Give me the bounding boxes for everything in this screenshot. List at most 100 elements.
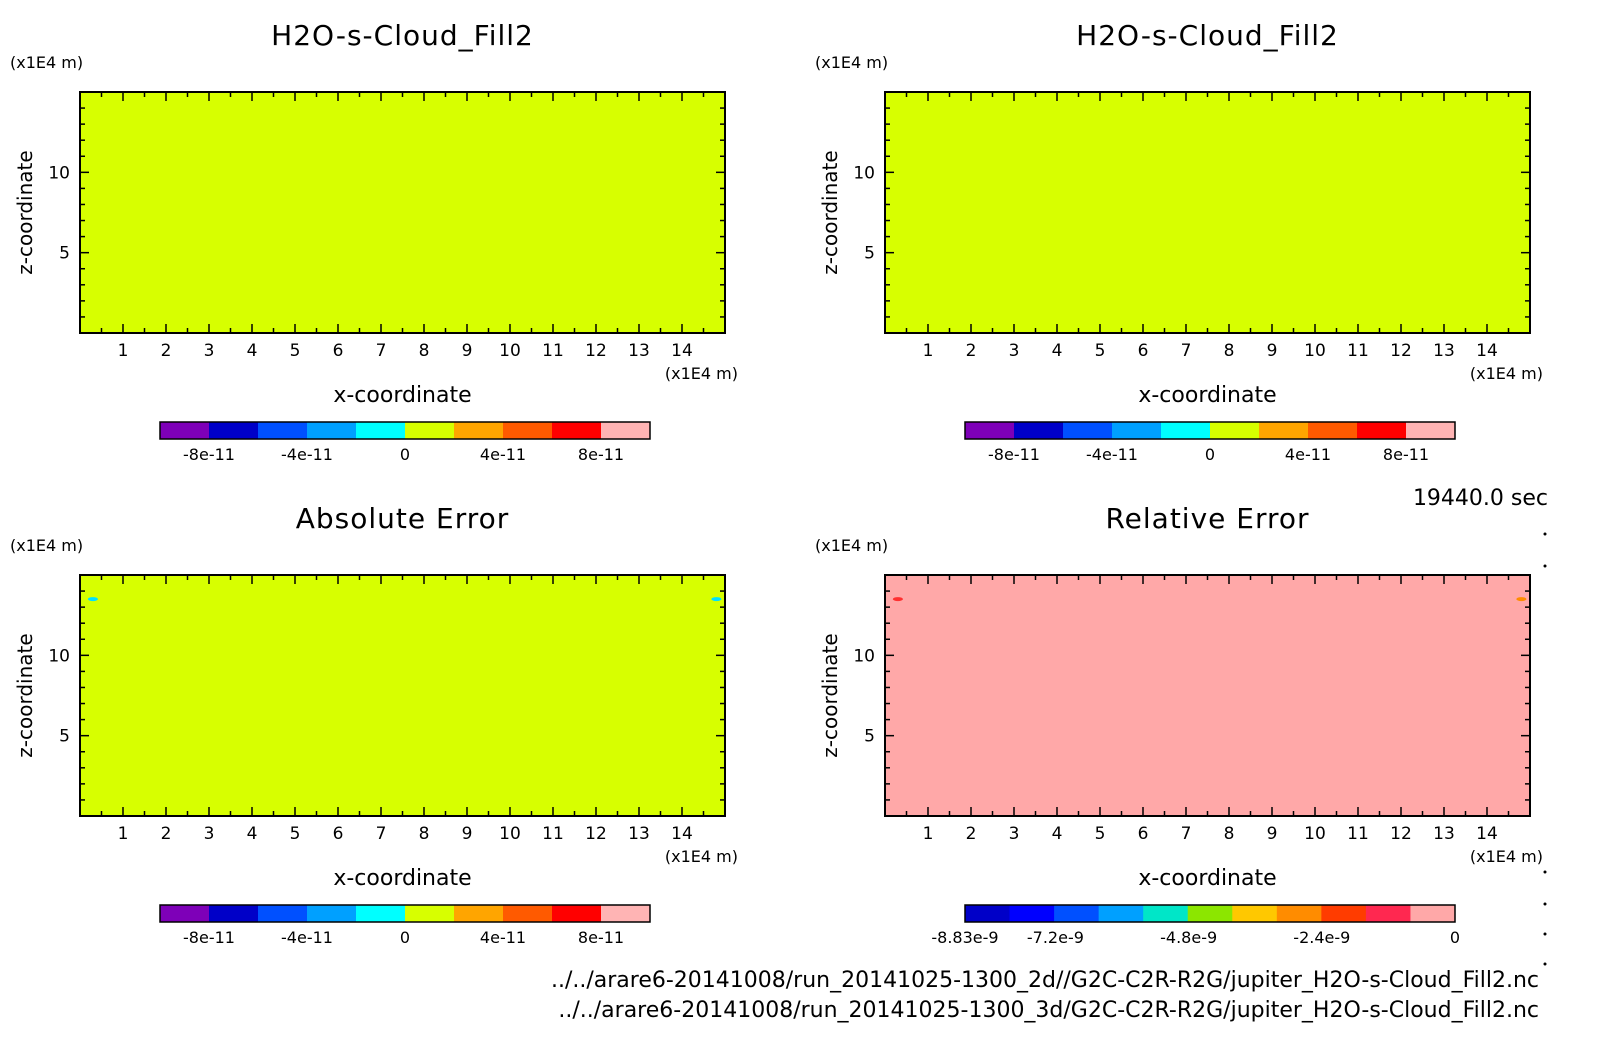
z-unit-label: (x1E4 m) xyxy=(815,53,888,72)
z-unit-label: (x1E4 m) xyxy=(10,536,83,555)
colorbar-segment xyxy=(1210,422,1260,439)
source-file-2d: ../../arare6-20141008/run_20141025-1300_… xyxy=(550,968,1539,993)
x-tick-label: 5 xyxy=(1095,824,1106,844)
x-tick-label: 6 xyxy=(1138,824,1149,844)
colorbar-tick-label: -8.83e-9 xyxy=(931,928,998,947)
colorbar-tick-label: -7.2e-9 xyxy=(1027,928,1084,947)
margin-dot xyxy=(1543,532,1547,536)
colorbar-segment xyxy=(1112,422,1162,439)
z-tick-label: 10 xyxy=(853,163,875,183)
field-spot xyxy=(892,597,903,602)
x-tick-label: 13 xyxy=(1433,824,1455,844)
x-tick-label: 1 xyxy=(118,341,129,361)
x-tick-label: 13 xyxy=(1433,341,1455,361)
colorbar-segment xyxy=(209,905,259,922)
x-tick-label: 3 xyxy=(1009,341,1020,361)
colorbar-segment xyxy=(1187,905,1233,922)
panel-title-2: H2O-s-Cloud_Fill2 xyxy=(1076,19,1339,52)
colorbar-segment xyxy=(601,905,651,922)
x-tick-label: 10 xyxy=(1304,824,1326,844)
z-unit-label: (x1E4 m) xyxy=(10,53,83,72)
colorbar-tick-label: 8e-11 xyxy=(1383,445,1429,464)
colorbar-segment xyxy=(454,422,504,439)
field-spot xyxy=(87,597,98,602)
colorbar-tick-label: 4e-11 xyxy=(480,928,526,947)
colorbar-tick-label: 8e-11 xyxy=(578,445,624,464)
field-spot xyxy=(1516,597,1527,602)
x-tick-label: 12 xyxy=(1390,824,1412,844)
z-axis-label: z-coordinate xyxy=(818,150,842,274)
colorbar-segment xyxy=(307,905,357,922)
x-tick-label: 5 xyxy=(1095,341,1106,361)
x-tick-label: 12 xyxy=(585,341,607,361)
margin-dot xyxy=(1543,932,1547,936)
x-tick-label: 14 xyxy=(1476,824,1498,844)
field-fill xyxy=(885,575,1530,816)
x-tick-label: 4 xyxy=(247,824,258,844)
panel-title-4: Relative Error xyxy=(1105,502,1309,535)
panel-title-1: H2O-s-Cloud_Fill2 xyxy=(271,19,534,52)
colorbar-segment xyxy=(552,905,602,922)
colorbar-segment xyxy=(1321,905,1367,922)
colorbar-tick-label: -8e-11 xyxy=(183,445,235,464)
colorbar-segment xyxy=(1143,905,1189,922)
x-unit-label: (x1E4 m) xyxy=(665,847,738,866)
colorbar-segment xyxy=(405,422,455,439)
colorbar-segment xyxy=(601,422,651,439)
colorbar-tick-label: -8e-11 xyxy=(988,445,1040,464)
colorbar-segment xyxy=(1308,422,1358,439)
colorbar-frame xyxy=(159,904,651,923)
x-tick-label: 4 xyxy=(1052,824,1063,844)
margin-dot xyxy=(1543,962,1547,966)
colorbar-segment xyxy=(1406,422,1456,439)
x-tick-label: 12 xyxy=(1390,341,1412,361)
colorbar-segment xyxy=(307,422,357,439)
colorbar-tick-label: 4e-11 xyxy=(1285,445,1331,464)
colorbar-segment xyxy=(1014,422,1064,439)
z-tick-label: 5 xyxy=(864,244,875,264)
x-tick-label: 9 xyxy=(462,341,473,361)
colorbar-segment xyxy=(1232,905,1278,922)
field-fill xyxy=(885,92,1530,333)
colorbar-tick-label: -4.8e-9 xyxy=(1160,928,1217,947)
x-tick-label: 6 xyxy=(333,341,344,361)
x-tick-label: 3 xyxy=(204,824,215,844)
x-tick-label: 13 xyxy=(628,824,650,844)
x-axis-label: x-coordinate xyxy=(1138,866,1276,891)
colorbar-frame xyxy=(964,904,1456,923)
x-axis-label: x-coordinate xyxy=(1138,383,1276,408)
z-axis-label: z-coordinate xyxy=(13,633,37,757)
x-tick-label: 4 xyxy=(247,341,258,361)
margin-dot xyxy=(1543,564,1547,568)
colorbar-segment xyxy=(258,905,308,922)
colorbar-tick-label: 4e-11 xyxy=(480,445,526,464)
z-axis-label: z-coordinate xyxy=(13,150,37,274)
z-tick-label: 10 xyxy=(48,646,70,666)
x-tick-label: 9 xyxy=(462,824,473,844)
colorbar-segment xyxy=(405,905,455,922)
colorbar-segment xyxy=(209,422,259,439)
x-tick-label: 14 xyxy=(1476,341,1498,361)
margin-dot xyxy=(1543,870,1547,874)
panel-title-3: Absolute Error xyxy=(296,502,510,535)
z-unit-label: (x1E4 m) xyxy=(815,536,888,555)
colorbar-frame xyxy=(964,421,1456,440)
x-tick-label: 6 xyxy=(1138,341,1149,361)
colorbar-segment xyxy=(965,905,1011,922)
colorbar-tick-label: -4e-11 xyxy=(281,445,333,464)
x-tick-label: 11 xyxy=(1347,341,1369,361)
colorbar-tick-label: 0 xyxy=(400,445,410,464)
x-tick-label: 1 xyxy=(923,824,934,844)
colorbar-tick-label: 8e-11 xyxy=(578,928,624,947)
z-tick-label: 5 xyxy=(59,244,70,264)
colorbar-segment xyxy=(1276,905,1322,922)
x-tick-label: 9 xyxy=(1267,341,1278,361)
x-tick-label: 11 xyxy=(542,341,564,361)
colorbar-segment xyxy=(1365,905,1411,922)
colorbar-segment xyxy=(356,422,406,439)
colorbar-segment xyxy=(454,905,504,922)
margin-dot xyxy=(1543,902,1547,906)
colorbar-segment xyxy=(503,905,553,922)
colorbar-segment xyxy=(503,422,553,439)
